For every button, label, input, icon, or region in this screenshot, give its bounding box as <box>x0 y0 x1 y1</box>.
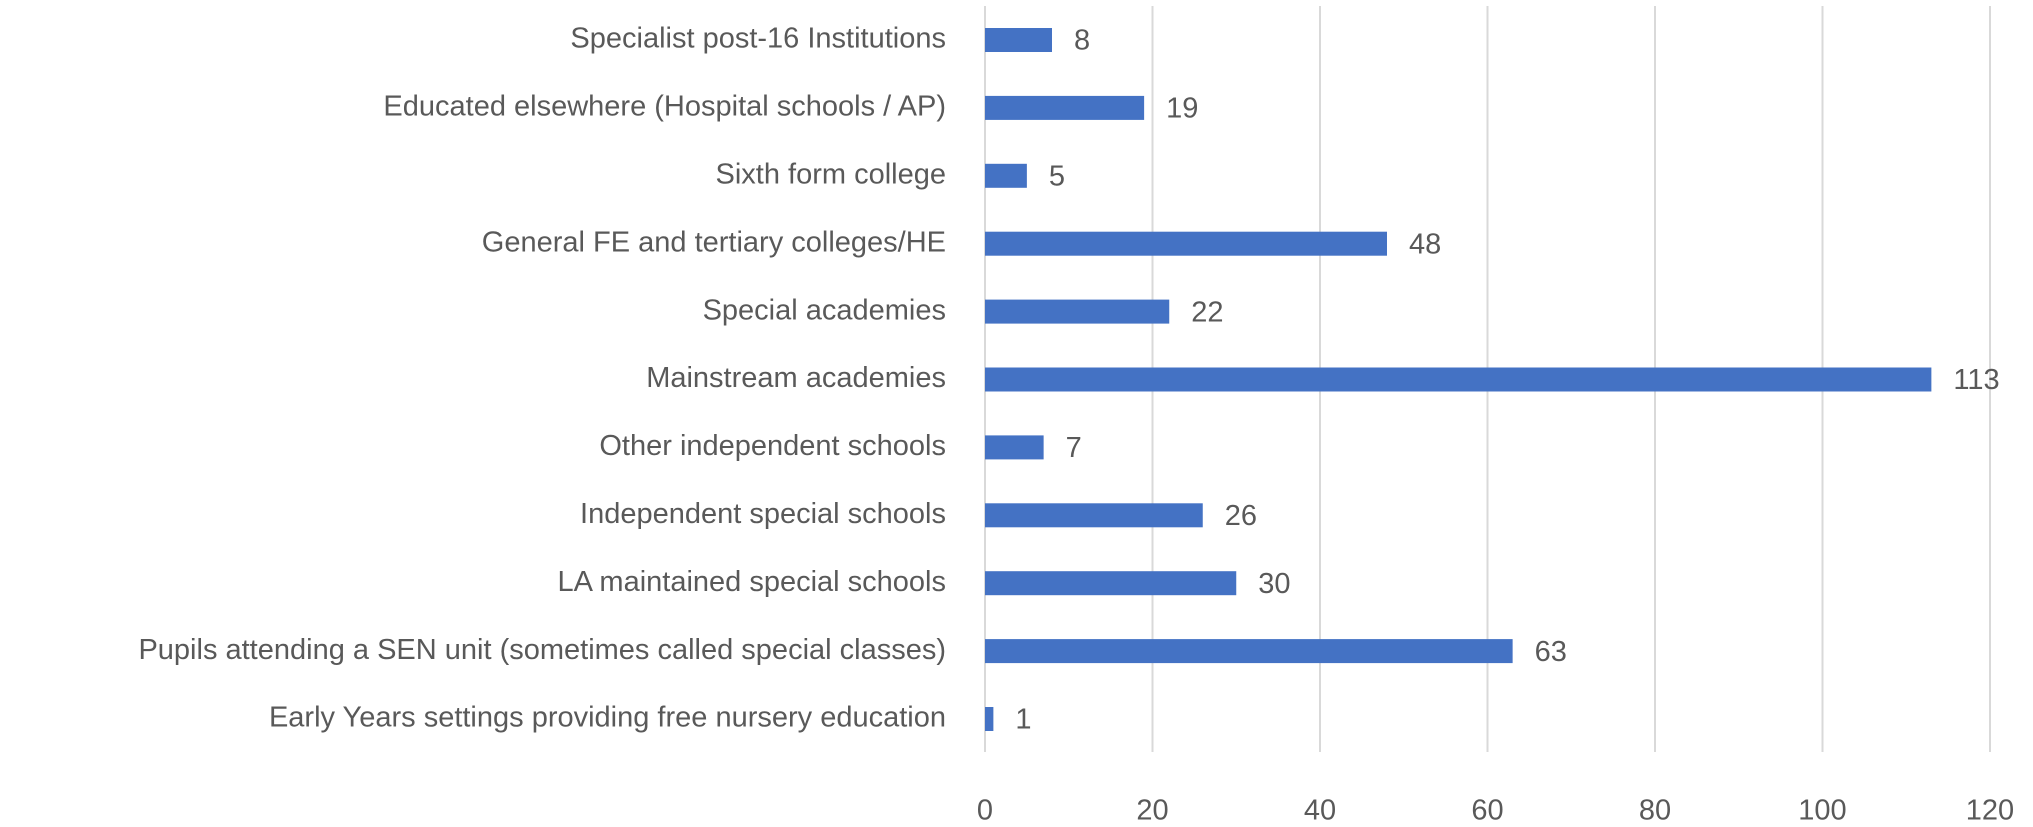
data-label: 30 <box>1258 568 1290 600</box>
data-label: 7 <box>1066 432 1082 464</box>
data-label: 22 <box>1191 296 1223 328</box>
data-label: 8 <box>1074 25 1090 57</box>
bar <box>985 299 1170 324</box>
x-tick-label: 20 <box>1136 795 1168 827</box>
x-tick-label: 40 <box>1304 795 1336 827</box>
x-tick-label: 120 <box>1966 795 2014 827</box>
y-tick-label: Independent special schools <box>580 498 946 530</box>
y-tick-label: Pupils attending a SEN unit (sometimes c… <box>138 634 946 666</box>
bar <box>985 95 1145 120</box>
x-tick-label: 100 <box>1798 795 1846 827</box>
bar <box>985 639 1513 664</box>
x-tick-label: 60 <box>1471 795 1503 827</box>
bar <box>985 503 1203 528</box>
bar <box>985 571 1237 596</box>
data-label: 5 <box>1049 160 1065 192</box>
data-label: 113 <box>1953 364 1999 396</box>
y-tick-label: Mainstream academies <box>646 362 946 394</box>
bar <box>985 707 994 731</box>
data-label: 26 <box>1225 500 1257 532</box>
bar <box>985 163 1027 188</box>
bar <box>985 367 1932 392</box>
y-tick-label: Special academies <box>703 294 946 326</box>
y-tick-label: Specialist post-16 Institutions <box>570 23 946 55</box>
y-tick-label: Sixth form college <box>716 158 947 190</box>
bar <box>985 231 1387 256</box>
data-label: 19 <box>1166 93 1198 125</box>
y-tick-label: Early Years settings providing free nurs… <box>269 702 946 734</box>
bar <box>985 435 1044 460</box>
data-label: 63 <box>1535 636 1567 668</box>
y-tick-label: General FE and tertiary colleges/HE <box>482 226 946 258</box>
x-tick-label: 80 <box>1639 795 1671 827</box>
y-tick-label: LA maintained special schools <box>557 566 946 598</box>
x-tick-label: 0 <box>977 795 993 827</box>
y-tick-label: Other independent schools <box>599 430 946 462</box>
bar <box>985 28 1052 52</box>
y-tick-label: Educated elsewhere (Hospital schools / A… <box>383 91 946 123</box>
data-label: 1 <box>1015 704 1031 736</box>
data-label: 48 <box>1409 228 1441 260</box>
